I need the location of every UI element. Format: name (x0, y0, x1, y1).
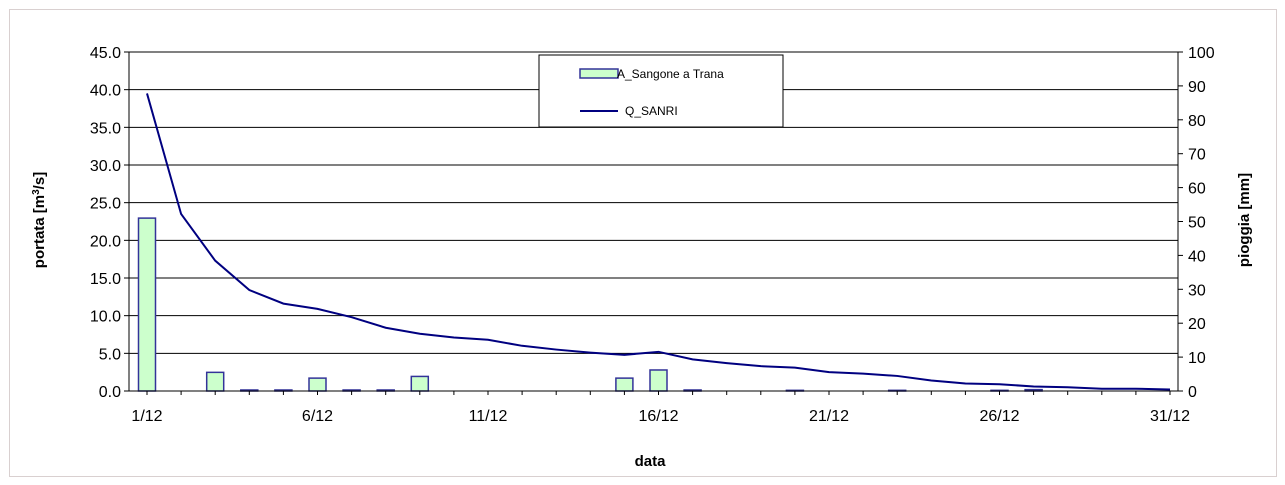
right-tick-label: 70 (1188, 147, 1206, 164)
left-tick-label: 40.0 (90, 83, 121, 100)
x-tick-label: 6/12 (302, 408, 333, 425)
x-tick-labels: 1/12 6/12 11/12 16/12 21/12 26/12 31/12 (131, 391, 1190, 425)
right-tick-label: 30 (1188, 282, 1206, 299)
left-tick-label: 25.0 (90, 196, 121, 213)
right-tick-label: 90 (1188, 79, 1206, 96)
bar-series (137, 217, 1043, 392)
legend: A_Sangone a Trana Q_SANRI (538, 54, 784, 128)
legend-bar-swatch (579, 68, 619, 79)
x-tick-label: 11/12 (469, 408, 508, 425)
right-tick-label: 20 (1188, 316, 1206, 333)
right-tick-label: 10 (1188, 350, 1206, 367)
right-tick-label: 40 (1188, 248, 1206, 265)
y-axis-left-title-main: portata [m (31, 195, 48, 268)
left-tick-label: 20.0 (90, 233, 121, 250)
rain-bar (615, 377, 634, 392)
left-tick-label: 10.0 (90, 309, 121, 326)
line-series (146, 93, 1171, 391)
rain-bar (137, 217, 157, 392)
y-axis-left-title-tail: /s] (31, 172, 48, 190)
x-tick-label: 26/12 (979, 408, 1019, 425)
rain-bar (308, 377, 327, 392)
x-tick-label: 31/12 (1150, 408, 1190, 425)
left-tick-label: 5.0 (99, 346, 121, 363)
discharge-line (146, 93, 1171, 391)
right-tick-label: 0 (1188, 384, 1197, 401)
left-tick-label: 30.0 (90, 158, 121, 175)
y-axis-right-title: pioggia [mm] (1236, 173, 1253, 267)
rain-bar (205, 371, 225, 392)
left-tick-label: 0.0 (99, 384, 121, 401)
legend-box (538, 54, 784, 128)
right-tick-label: 80 (1188, 113, 1206, 130)
right-tick-label: 50 (1188, 215, 1206, 232)
left-tick-labels: 0.0 5.0 10.0 15.0 20.0 25.0 30.0 35.0 40.0 45.0 (90, 45, 129, 401)
left-tick-label: 15.0 (90, 271, 121, 288)
rain-bar (410, 375, 430, 392)
x-tick-label: 21/12 (809, 408, 849, 425)
left-tick-label: 45.0 (90, 45, 121, 62)
y-axis-left-title: portata [m3/s] (31, 172, 49, 268)
y-axis-left-title-sup: 3 (31, 189, 42, 195)
left-tick-label: 35.0 (90, 120, 121, 137)
right-tick-labels: 0 10 20 30 40 50 60 70 80 90 100 (1178, 45, 1215, 401)
legend-bar-label: A_Sangone a Trana (617, 67, 724, 81)
x-tick-label: 16/12 (638, 408, 678, 425)
right-tick-label: 100 (1188, 45, 1215, 62)
x-tick-label: 1/12 (131, 408, 162, 425)
x-axis-title: data (635, 453, 667, 470)
rain-bar (649, 369, 668, 392)
legend-line-label: Q_SANRI (625, 104, 678, 118)
right-tick-label: 60 (1188, 181, 1206, 198)
